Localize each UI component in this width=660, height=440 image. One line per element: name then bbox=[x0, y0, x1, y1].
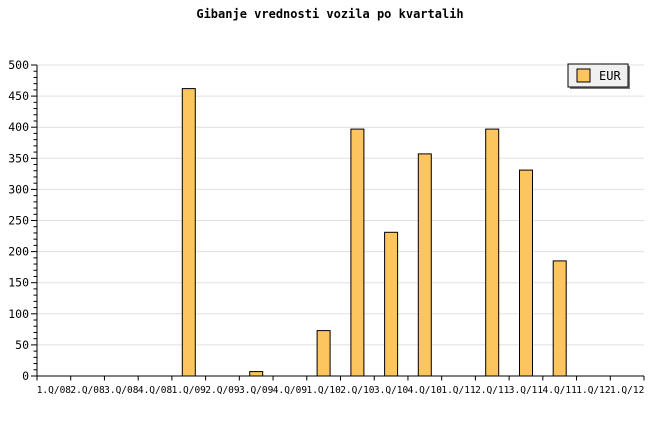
y-tick-label: 200 bbox=[8, 245, 29, 259]
bar-2.Q/10 bbox=[350, 128, 365, 377]
legend-label: EUR bbox=[599, 69, 621, 83]
x-tick-label: 2.Q/10 bbox=[340, 385, 375, 396]
x-tick-label: 2.Q/08 bbox=[70, 385, 105, 396]
chart-title: Gibanje vrednosti vozila po kvartalih bbox=[196, 7, 464, 21]
bar-4.Q/11 bbox=[552, 260, 567, 377]
x-tick-label: 1.Q/09 bbox=[172, 385, 207, 396]
x-tick-label: 4.Q/09 bbox=[273, 385, 308, 396]
y-tick-label: 500 bbox=[8, 58, 29, 72]
x-tick-label: 1.Q/12 bbox=[576, 385, 610, 396]
y-tick-label: 100 bbox=[8, 307, 29, 321]
bar-3.Q/09 bbox=[249, 371, 264, 377]
x-tick-label: 3.Q/11 bbox=[509, 385, 544, 396]
y-tick-label: 250 bbox=[8, 214, 29, 228]
x-tick-label: 4.Q/10 bbox=[408, 385, 443, 396]
x-tick-label: 3.Q/09 bbox=[239, 385, 274, 396]
bar-2.Q/11 bbox=[485, 128, 500, 377]
y-tick-label: 350 bbox=[8, 151, 29, 165]
bar-1.Q/10 bbox=[316, 330, 331, 377]
legend-swatch-icon bbox=[576, 68, 591, 83]
y-tick-label: 150 bbox=[8, 276, 29, 290]
x-tick-label: 1.Q/12 bbox=[610, 385, 644, 396]
x-tick-label: 4.Q/11 bbox=[543, 385, 578, 396]
bar-3.Q/10 bbox=[384, 231, 399, 377]
bar-3.Q/11 bbox=[519, 169, 533, 377]
y-tick-label: 400 bbox=[8, 120, 29, 134]
bar-1.Q/09 bbox=[181, 88, 196, 377]
x-tick-label: 3.Q/10 bbox=[374, 385, 409, 396]
x-tick-label: 1.Q/08 bbox=[37, 385, 72, 396]
x-tick-label: 2.Q/11 bbox=[475, 385, 510, 396]
x-tick-label: 3.Q/08 bbox=[104, 385, 139, 396]
bar-4.Q/10 bbox=[417, 153, 432, 377]
x-tick-label: 4.Q/08 bbox=[138, 385, 173, 396]
y-tick-label: 300 bbox=[8, 182, 29, 196]
y-tick-label: 450 bbox=[8, 89, 29, 103]
y-tick-label: 50 bbox=[15, 338, 29, 352]
x-tick-label: 1.Q/11 bbox=[441, 385, 476, 396]
x-tick-label: 1.Q/10 bbox=[306, 385, 341, 396]
y-tick-label: 0 bbox=[22, 369, 29, 383]
x-tick-label: 2.Q/09 bbox=[205, 385, 240, 396]
